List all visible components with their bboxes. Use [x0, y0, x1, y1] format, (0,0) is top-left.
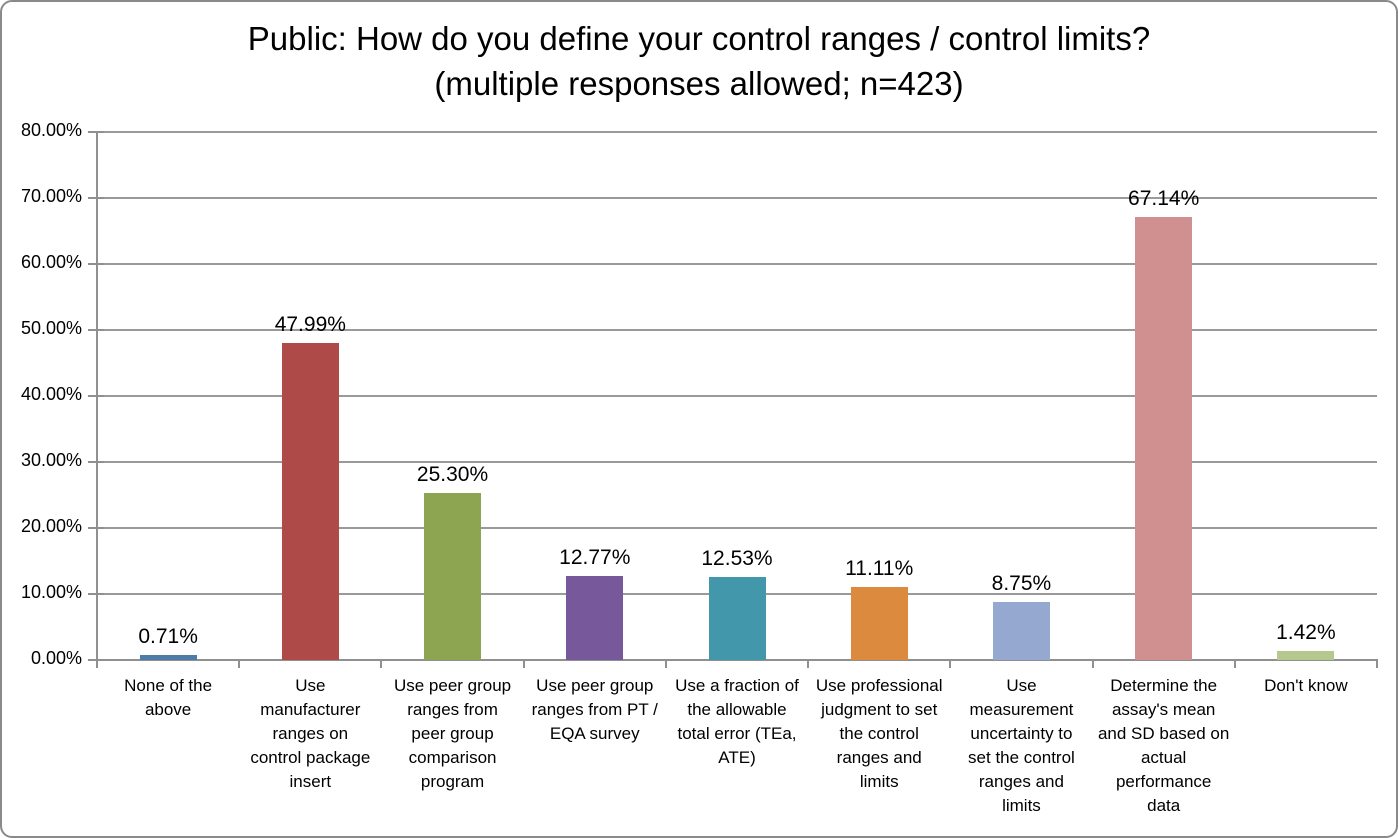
- y-axis-tick-label: 60.00%: [20, 252, 82, 272]
- chart-title: Public: How do you define your control r…: [2, 16, 1396, 106]
- gridline: [97, 395, 1377, 397]
- category-label: Use peer group ranges from PT / EQA surv…: [531, 676, 658, 743]
- y-axis-tick-label: 40.00%: [20, 384, 82, 404]
- bar: [850, 586, 908, 660]
- chart-title-line1: Public: How do you define your control r…: [247, 20, 1151, 57]
- bar: [708, 577, 766, 660]
- chart-title-line2: (multiple responses allowed; n=423): [434, 65, 964, 102]
- bar-value-label: 11.11%: [845, 556, 914, 580]
- bar-value-label: 1.42%: [1276, 620, 1336, 644]
- x-axis-tick: [664, 660, 667, 668]
- category-label: Use a fraction of the allowable total er…: [675, 676, 799, 767]
- x-axis-tick: [807, 660, 810, 668]
- category-label: Use manufacturer ranges on control packa…: [250, 676, 371, 791]
- y-axis-tick-label: 70.00%: [20, 186, 82, 206]
- bar: [566, 575, 624, 660]
- bar: [424, 493, 482, 660]
- x-axis-tick: [238, 660, 241, 668]
- category-label: Use professional judgment to set the con…: [815, 676, 943, 791]
- bar-value-label: 47.99%: [274, 313, 346, 337]
- bar-value-label: 12.77%: [559, 545, 631, 569]
- y-axis-line: [96, 132, 98, 660]
- x-axis-tick: [949, 660, 952, 668]
- bar: [1277, 650, 1335, 660]
- category-label: Use peer group ranges from peer group co…: [393, 676, 512, 791]
- x-axis-tick: [1376, 660, 1378, 668]
- bar: [1135, 216, 1193, 660]
- x-axis-tick: [1091, 660, 1094, 668]
- x-axis-tick: [380, 660, 383, 668]
- bar: [281, 343, 339, 660]
- category-label: Don't know: [1264, 676, 1348, 695]
- category-label: Use measurement uncertainty to set the c…: [968, 676, 1075, 815]
- bar-value-label: 8.75%: [991, 572, 1052, 596]
- bar-value-label: 0.71%: [138, 625, 198, 649]
- bar-value-label: 12.53%: [701, 547, 773, 571]
- y-axis-tick-label: 20.00%: [20, 516, 82, 536]
- x-axis-tick: [1233, 660, 1236, 668]
- x-axis-tick: [96, 660, 98, 668]
- y-axis-tick-label: 30.00%: [20, 450, 82, 470]
- x-axis-line: [96, 659, 1378, 661]
- bar-value-label: 67.14%: [1128, 186, 1200, 210]
- gridline: [97, 527, 1377, 529]
- gridline: [97, 197, 1377, 199]
- bar: [992, 602, 1050, 660]
- gridline: [97, 131, 1377, 133]
- y-axis-tick-label: 10.00%: [20, 582, 82, 602]
- category-label: Determine the assay's mean and SD based …: [1097, 676, 1230, 815]
- gridline: [97, 263, 1377, 265]
- y-axis-tick-label: 80.00%: [20, 120, 82, 140]
- x-axis-tick: [522, 660, 525, 668]
- y-axis-tick-label: 50.00%: [20, 318, 82, 338]
- gridline: [97, 461, 1377, 463]
- bar-value-label: 25.30%: [416, 463, 489, 487]
- y-axis-tick-label: 0.00%: [30, 648, 82, 668]
- bar: [139, 655, 197, 660]
- category-label: None of the above: [124, 676, 213, 719]
- gridline: [97, 329, 1377, 331]
